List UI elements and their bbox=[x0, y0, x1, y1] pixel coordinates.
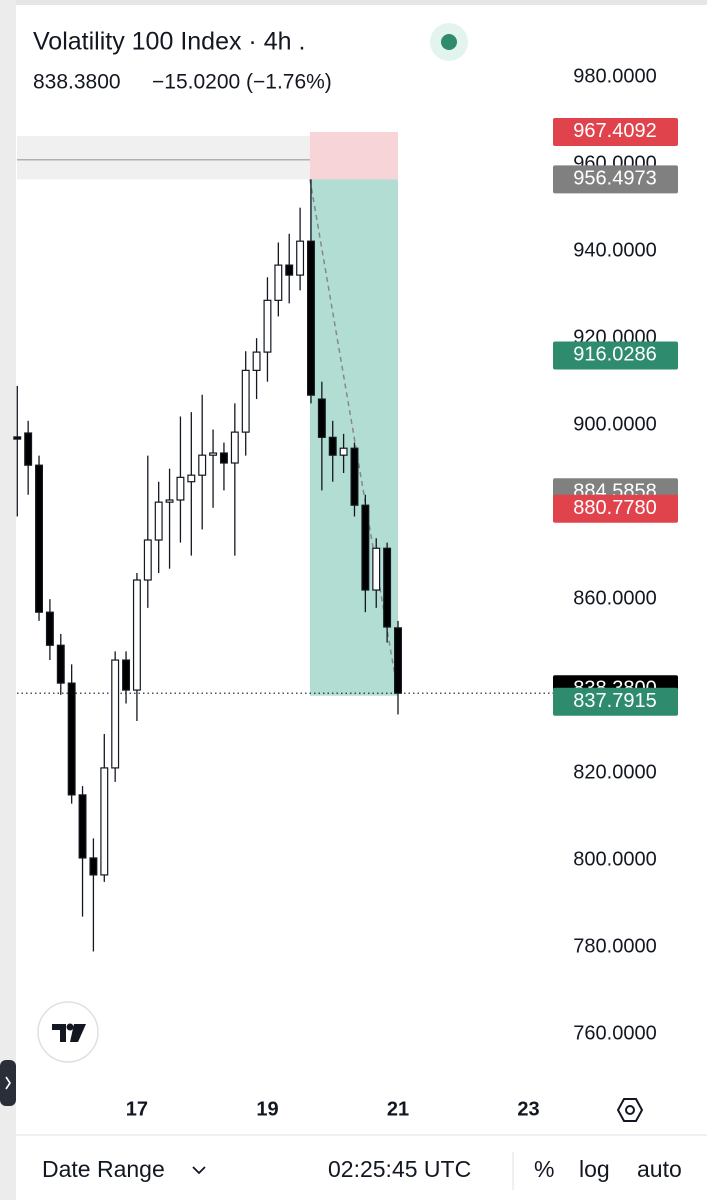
price-label: 837.7915 bbox=[573, 690, 656, 712]
plot-area: 980.0000960.0000940.0000920.0000900.0000… bbox=[13, 65, 678, 1120]
price-label-box bbox=[553, 165, 678, 194]
y-tick-label: 940.0000 bbox=[573, 239, 656, 261]
candle-body bbox=[122, 659, 131, 691]
candle-body bbox=[35, 464, 43, 613]
side-handle[interactable] bbox=[0, 1060, 16, 1106]
candle-body bbox=[176, 476, 185, 501]
candle-body bbox=[89, 857, 98, 876]
candle-body bbox=[24, 432, 33, 466]
left-border bbox=[0, 0, 16, 1200]
candle-body bbox=[263, 299, 272, 353]
candle-body bbox=[13, 436, 22, 440]
candle-body bbox=[209, 452, 218, 456]
log-button[interactable]: log bbox=[579, 1156, 610, 1182]
settings-icon-center bbox=[625, 1105, 635, 1115]
candle-body bbox=[296, 240, 305, 276]
settings-icon[interactable] bbox=[616, 1098, 644, 1122]
x-tick-label: 19 bbox=[256, 1098, 278, 1120]
candle-body bbox=[274, 264, 283, 301]
candle-body bbox=[187, 474, 196, 483]
price-label-box bbox=[553, 687, 678, 716]
x-tick-label: 17 bbox=[126, 1098, 148, 1120]
y-tick-label: 780.0000 bbox=[573, 935, 656, 957]
percent-button[interactable]: % bbox=[534, 1156, 554, 1182]
candle-body bbox=[383, 547, 392, 628]
candle-body bbox=[230, 431, 239, 464]
date-range-chevron bbox=[192, 1166, 206, 1175]
price-change: −15.0200 (−1.76%) bbox=[152, 71, 332, 94]
price-label-box bbox=[553, 341, 678, 370]
candle-body bbox=[45, 611, 54, 646]
price-label-box bbox=[553, 494, 678, 523]
candle-body bbox=[339, 447, 348, 456]
price-label: 916.0286 bbox=[573, 344, 656, 366]
y-tick-label: 980.0000 bbox=[573, 65, 656, 87]
candle-body bbox=[285, 264, 294, 276]
x-tick-label: 23 bbox=[517, 1098, 539, 1120]
candle-body bbox=[154, 501, 163, 541]
candle-body bbox=[132, 579, 141, 691]
y-tick-label: 820.0000 bbox=[573, 761, 656, 783]
candle-body bbox=[328, 436, 337, 456]
candle-body bbox=[350, 447, 359, 506]
candle-body bbox=[143, 539, 152, 581]
top-border bbox=[0, 0, 707, 5]
candle-body bbox=[56, 644, 65, 684]
logo-mark bbox=[52, 1024, 86, 1042]
clock: 02:25:45 UTC bbox=[328, 1156, 471, 1182]
y-tick-label: 860.0000 bbox=[573, 587, 656, 609]
logo-dot bbox=[66, 1023, 74, 1031]
last-price: 838.3800 bbox=[33, 71, 121, 94]
candle-body bbox=[394, 627, 402, 694]
range-band bbox=[17, 135, 310, 180]
status-dot bbox=[441, 34, 457, 50]
candle-body bbox=[78, 794, 87, 859]
candle-body bbox=[100, 767, 109, 876]
candle-body bbox=[241, 369, 250, 433]
candle-body bbox=[67, 682, 76, 796]
price-label-box bbox=[553, 117, 678, 146]
candle-body bbox=[372, 547, 381, 591]
x-tick-label: 21 bbox=[387, 1098, 409, 1120]
candle-body bbox=[219, 452, 228, 464]
price-label: 956.4973 bbox=[573, 168, 656, 190]
chart-title: Volatility 100 Index · 4h . bbox=[33, 28, 305, 56]
logo[interactable] bbox=[37, 1001, 99, 1063]
date-range-button[interactable]: Date Range bbox=[42, 1156, 165, 1182]
candle-body bbox=[306, 240, 315, 396]
auto-button[interactable]: auto bbox=[637, 1156, 682, 1182]
price-label: 967.4092 bbox=[573, 120, 656, 142]
price-label: 880.7780 bbox=[573, 497, 656, 519]
handle-icon bbox=[5, 1076, 11, 1090]
y-tick-label: 800.0000 bbox=[573, 848, 656, 870]
candle-body bbox=[165, 499, 174, 503]
stop-zone bbox=[309, 131, 398, 180]
candle-body bbox=[252, 351, 261, 371]
candle-body bbox=[198, 454, 207, 476]
y-tick-label: 900.0000 bbox=[573, 413, 656, 435]
candle-body bbox=[361, 504, 370, 591]
candle-body bbox=[111, 659, 120, 769]
candle-body bbox=[317, 398, 326, 438]
y-tick-label: 760.0000 bbox=[573, 1022, 656, 1044]
